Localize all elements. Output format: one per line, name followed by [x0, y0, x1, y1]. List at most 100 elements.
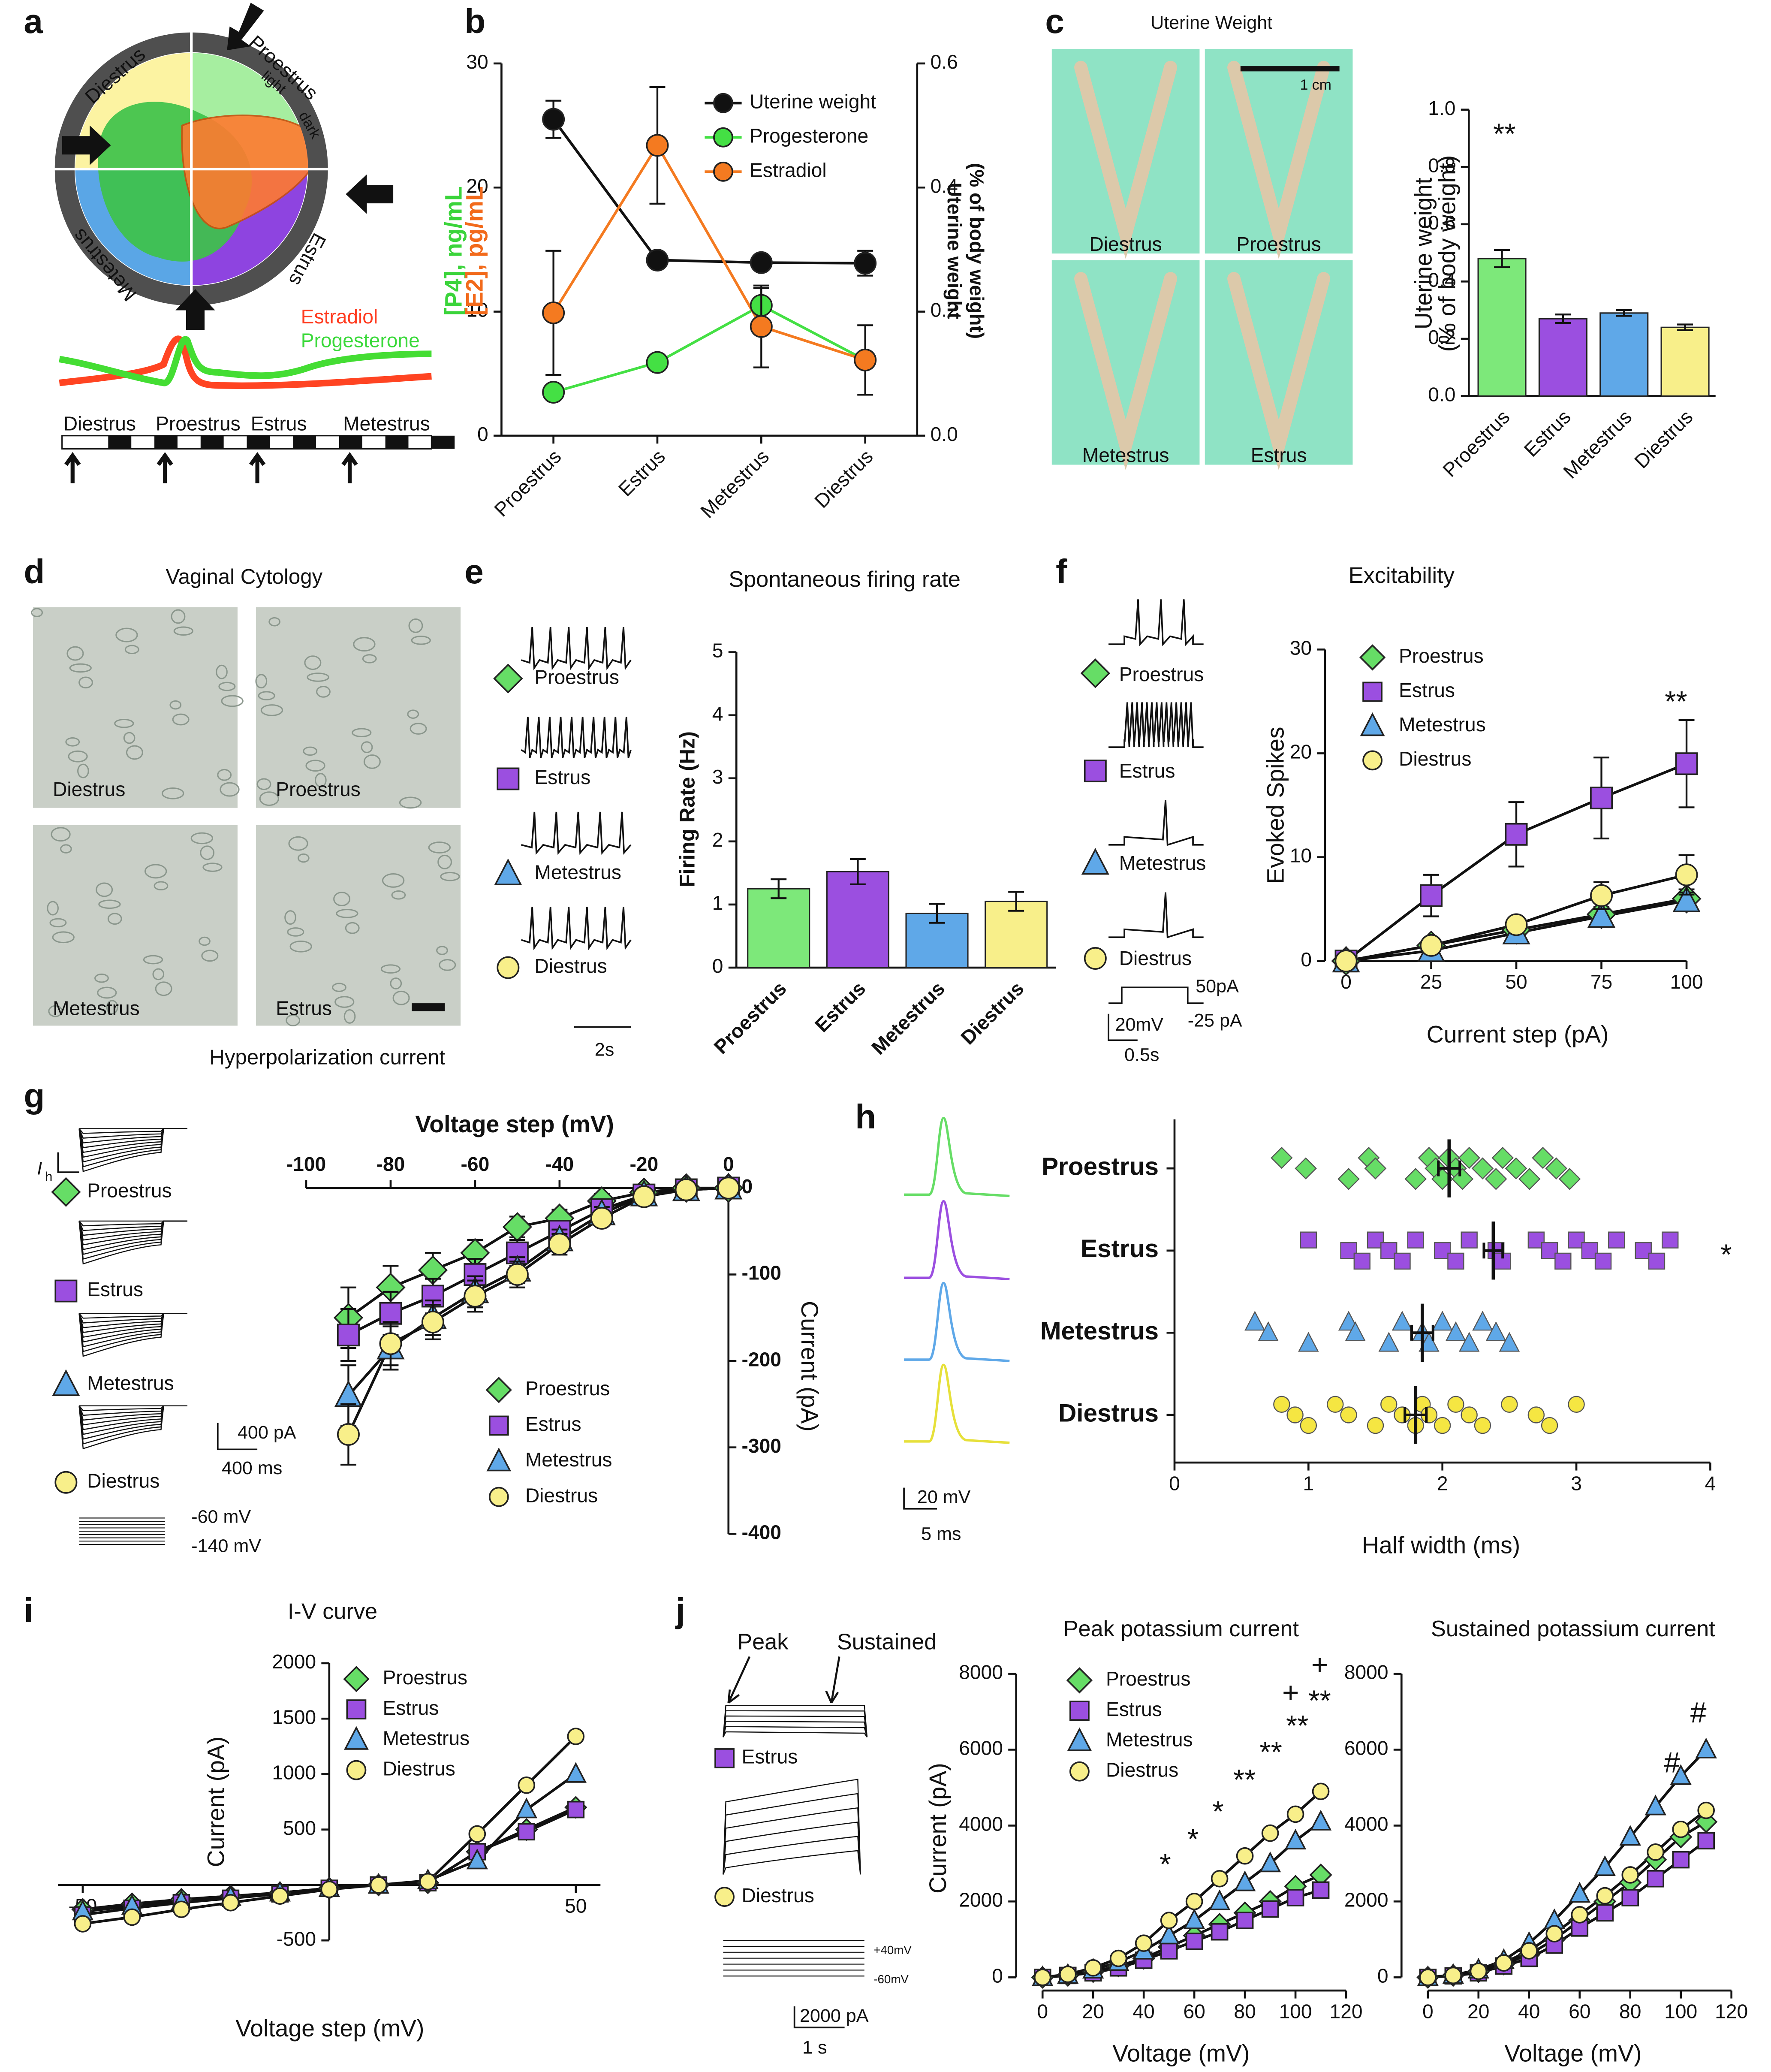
x-axis-label: Current step (pA) [1427, 1021, 1609, 1048]
point [1419, 1332, 1440, 1352]
cell [411, 636, 431, 645]
trace [1108, 892, 1204, 938]
point [1392, 1311, 1413, 1331]
label: Proestrus [1119, 663, 1204, 685]
cell [391, 890, 406, 900]
trace [78, 1405, 188, 1450]
point [1445, 1321, 1467, 1342]
y-tick-label: 0.6 [931, 51, 958, 73]
marker [1160, 1942, 1178, 1960]
trace [521, 811, 632, 855]
x-tick-label: Diestrus [810, 445, 877, 512]
marker [506, 1263, 529, 1286]
cell [126, 745, 143, 760]
tissue [1074, 272, 1178, 470]
legend-symbol [346, 1760, 367, 1780]
marker [1619, 1825, 1641, 1846]
marker [565, 1762, 587, 1783]
marker [1596, 1887, 1614, 1905]
y-tick-label: Estrus [1081, 1235, 1159, 1263]
marker [1621, 1889, 1639, 1906]
x-tick-label: 25 [1420, 971, 1442, 993]
marker [632, 1185, 656, 1208]
annotation: + [1282, 1677, 1299, 1709]
point [1568, 1396, 1585, 1413]
marker [542, 301, 565, 324]
legend-label: Uterine weight [750, 90, 876, 112]
cell [304, 655, 322, 670]
label: Progesterone [301, 329, 420, 352]
trace [57, 1152, 79, 1173]
point [1447, 1396, 1464, 1413]
bar [747, 888, 810, 968]
marker [1675, 863, 1698, 887]
legend-symbol [346, 1699, 367, 1719]
marker [468, 1825, 486, 1843]
y-tick-label: -200 [742, 1348, 781, 1370]
marker [675, 1178, 698, 1201]
marker [1109, 1949, 1127, 1967]
label: Diestrus [63, 412, 136, 434]
panel-letter: g [24, 1077, 45, 1115]
x-tick-label: 40 [1518, 2000, 1540, 2023]
y-axis-label: Uterine weight [1410, 178, 1437, 329]
x-tick-label: Estrus [810, 977, 870, 1036]
point [1394, 1252, 1411, 1270]
panel-letter: d [24, 552, 45, 591]
tissue [1227, 272, 1331, 470]
point [1491, 1146, 1514, 1169]
chart-title: I-V curve [288, 1599, 377, 1624]
annotation: ** [1665, 685, 1687, 718]
x-axis-label: Voltage (mV) [1112, 2040, 1250, 2067]
marker [1234, 1870, 1256, 1891]
trace [78, 1128, 188, 1139]
trace [78, 1128, 188, 1149]
legend-symbol [52, 1369, 80, 1396]
marker [646, 351, 669, 374]
y-axis-label: Current (pA) [925, 1763, 951, 1894]
marker [1059, 1965, 1077, 1983]
point [1378, 1332, 1399, 1352]
point [1407, 1231, 1424, 1249]
marker [1672, 1851, 1690, 1869]
label: 50pA [1196, 976, 1239, 997]
error-bar [1410, 1324, 1434, 1341]
marker [1569, 1882, 1590, 1903]
y-tick-label: -100 [742, 1262, 781, 1284]
marker [1695, 1737, 1717, 1758]
cell [353, 637, 376, 651]
label: h [45, 1169, 52, 1184]
legend-label: Diestrus [383, 1757, 455, 1779]
y-axis-label: [P4], ng/mL [440, 186, 467, 315]
arrow [62, 125, 111, 165]
y-tick-label: 1.0 [1428, 97, 1455, 119]
annotation: * [1160, 1849, 1171, 1881]
legend-symbol [1067, 1727, 1092, 1751]
y-tick-label: -300 [742, 1435, 781, 1457]
cell [440, 872, 460, 881]
cell [94, 973, 109, 983]
panel-letter: j [675, 1591, 685, 1629]
marker [1697, 1832, 1715, 1850]
cell [96, 882, 113, 897]
point [1340, 1406, 1357, 1424]
label: 2s [595, 1039, 614, 1060]
marker [370, 1876, 388, 1894]
panel-letter: c [1045, 2, 1064, 40]
point [1258, 1321, 1279, 1342]
y-tick-label: 2000 [272, 1650, 316, 1673]
point [1300, 1417, 1317, 1434]
legend-symbol [1362, 750, 1382, 771]
trace [723, 1807, 861, 1875]
legend-symbol [488, 1415, 509, 1436]
cell [410, 723, 427, 735]
marker [379, 1302, 402, 1325]
point [1505, 1157, 1527, 1179]
x-tick-label: 60 [1569, 2000, 1590, 2023]
y-tick-label: 0.6 [1428, 211, 1455, 234]
label: Peak [737, 1630, 789, 1655]
point [1648, 1252, 1666, 1270]
marker [1312, 1881, 1330, 1899]
label: Metestrus [343, 412, 430, 434]
chart-title: Peak potassium current [1063, 1617, 1299, 1641]
